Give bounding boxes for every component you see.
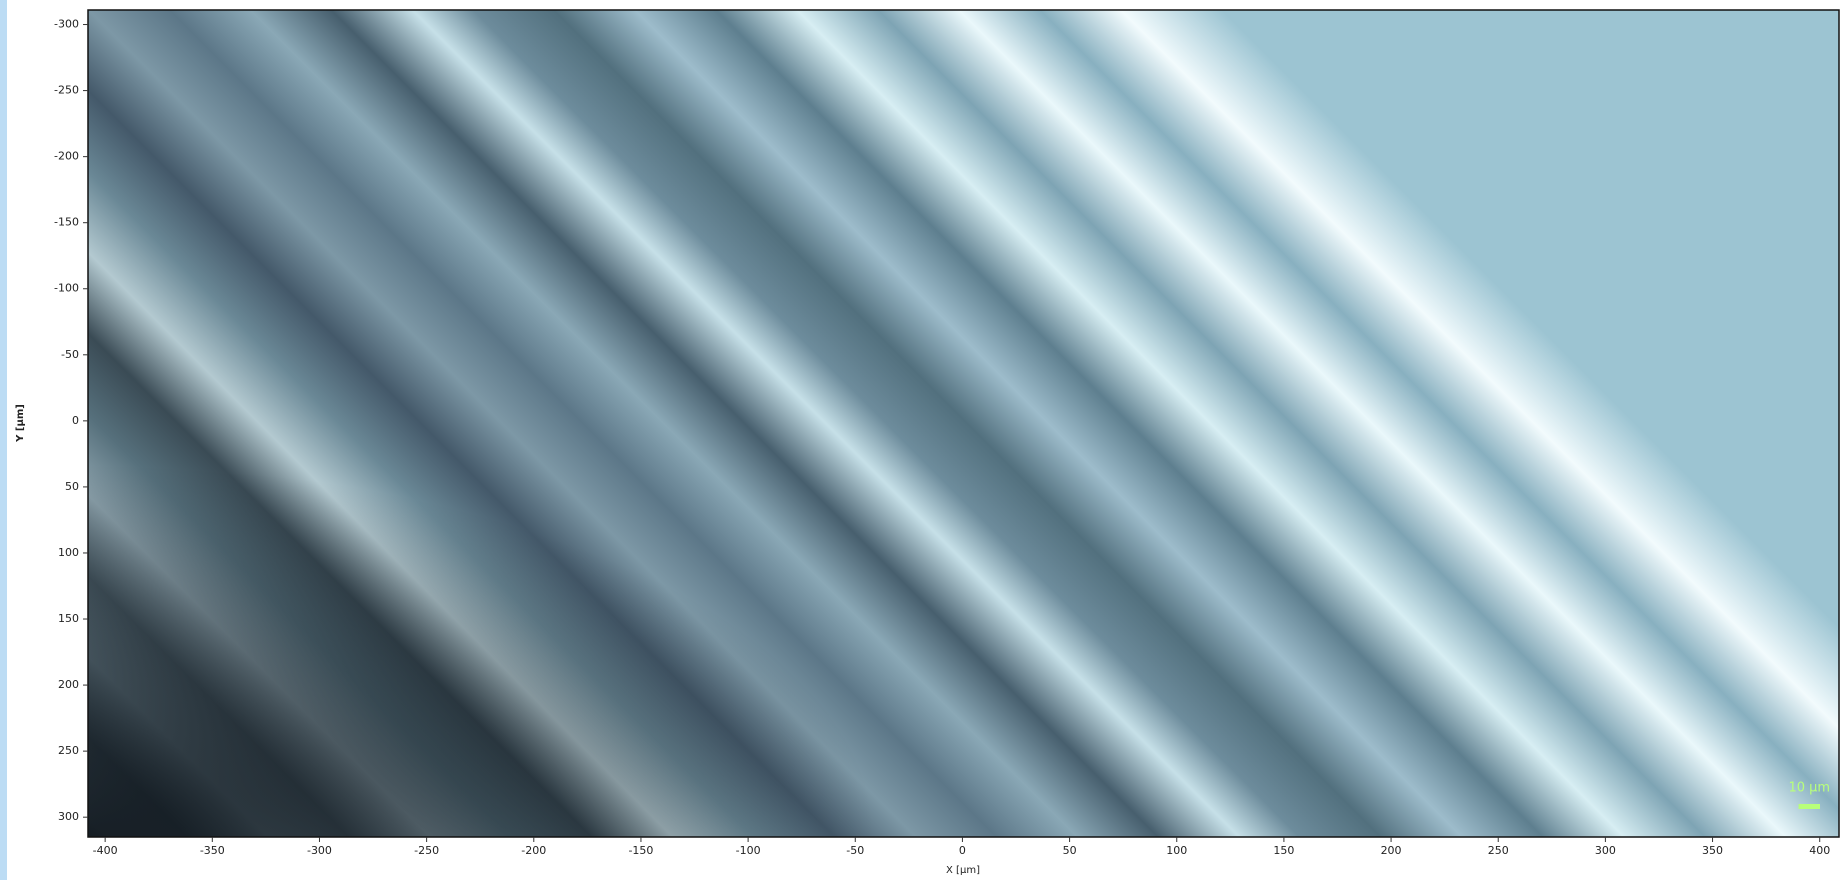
- y-axis-label: Y [µm]: [15, 404, 26, 443]
- scale-bar-label: 10 µm: [1788, 781, 1830, 796]
- y-tick-label: -200: [54, 150, 79, 163]
- x-tick-label: 400: [1809, 844, 1830, 857]
- chart: Y [µm] X [µm] -400 -350 -300 -250 -200 -150 -1…: [0, 0, 1843, 880]
- y-tick-label: -150: [54, 216, 79, 229]
- micrograph-shade: [88, 10, 1839, 837]
- y-tick-label: 300: [58, 810, 79, 823]
- x-tick-label: 300: [1595, 844, 1616, 857]
- x-tick-label: -300: [307, 844, 332, 857]
- x-tick-label: 0: [959, 844, 966, 857]
- x-tick-label: -100: [736, 844, 761, 857]
- x-tick-label: 50: [1063, 844, 1077, 857]
- x-tick-label: -250: [414, 844, 439, 857]
- x-tick-label: 200: [1381, 844, 1402, 857]
- x-tick-label: -200: [521, 844, 546, 857]
- x-tick-label: 250: [1488, 844, 1509, 857]
- x-tick-label: -150: [628, 844, 653, 857]
- x-tick-label: 350: [1702, 844, 1723, 857]
- y-tick-label: 0: [72, 414, 79, 427]
- x-axis-label: X [µm]: [946, 865, 980, 876]
- page: Y [µm] X [µm] -400 -350 -300 -250 -200 -150 -1…: [0, 0, 1843, 880]
- x-tick-label: -350: [200, 844, 225, 857]
- y-tick-label: 200: [58, 678, 79, 691]
- x-tick-label: 100: [1166, 844, 1187, 857]
- y-tick-label: 100: [58, 546, 79, 559]
- y-tick-label: 150: [58, 612, 79, 625]
- scale-bar: [1799, 804, 1820, 809]
- y-tick-label: 250: [58, 744, 79, 757]
- x-tick-label: 150: [1273, 844, 1294, 857]
- y-tick-label: 50: [65, 480, 79, 493]
- y-tick-label: -250: [54, 84, 79, 97]
- y-tick-label: -50: [61, 348, 79, 361]
- x-tick-label: -50: [846, 844, 864, 857]
- x-tick-label: -400: [93, 844, 118, 857]
- y-tick-label: -100: [54, 282, 79, 295]
- y-tick-label: -300: [54, 18, 79, 31]
- window-edge: [0, 0, 7, 880]
